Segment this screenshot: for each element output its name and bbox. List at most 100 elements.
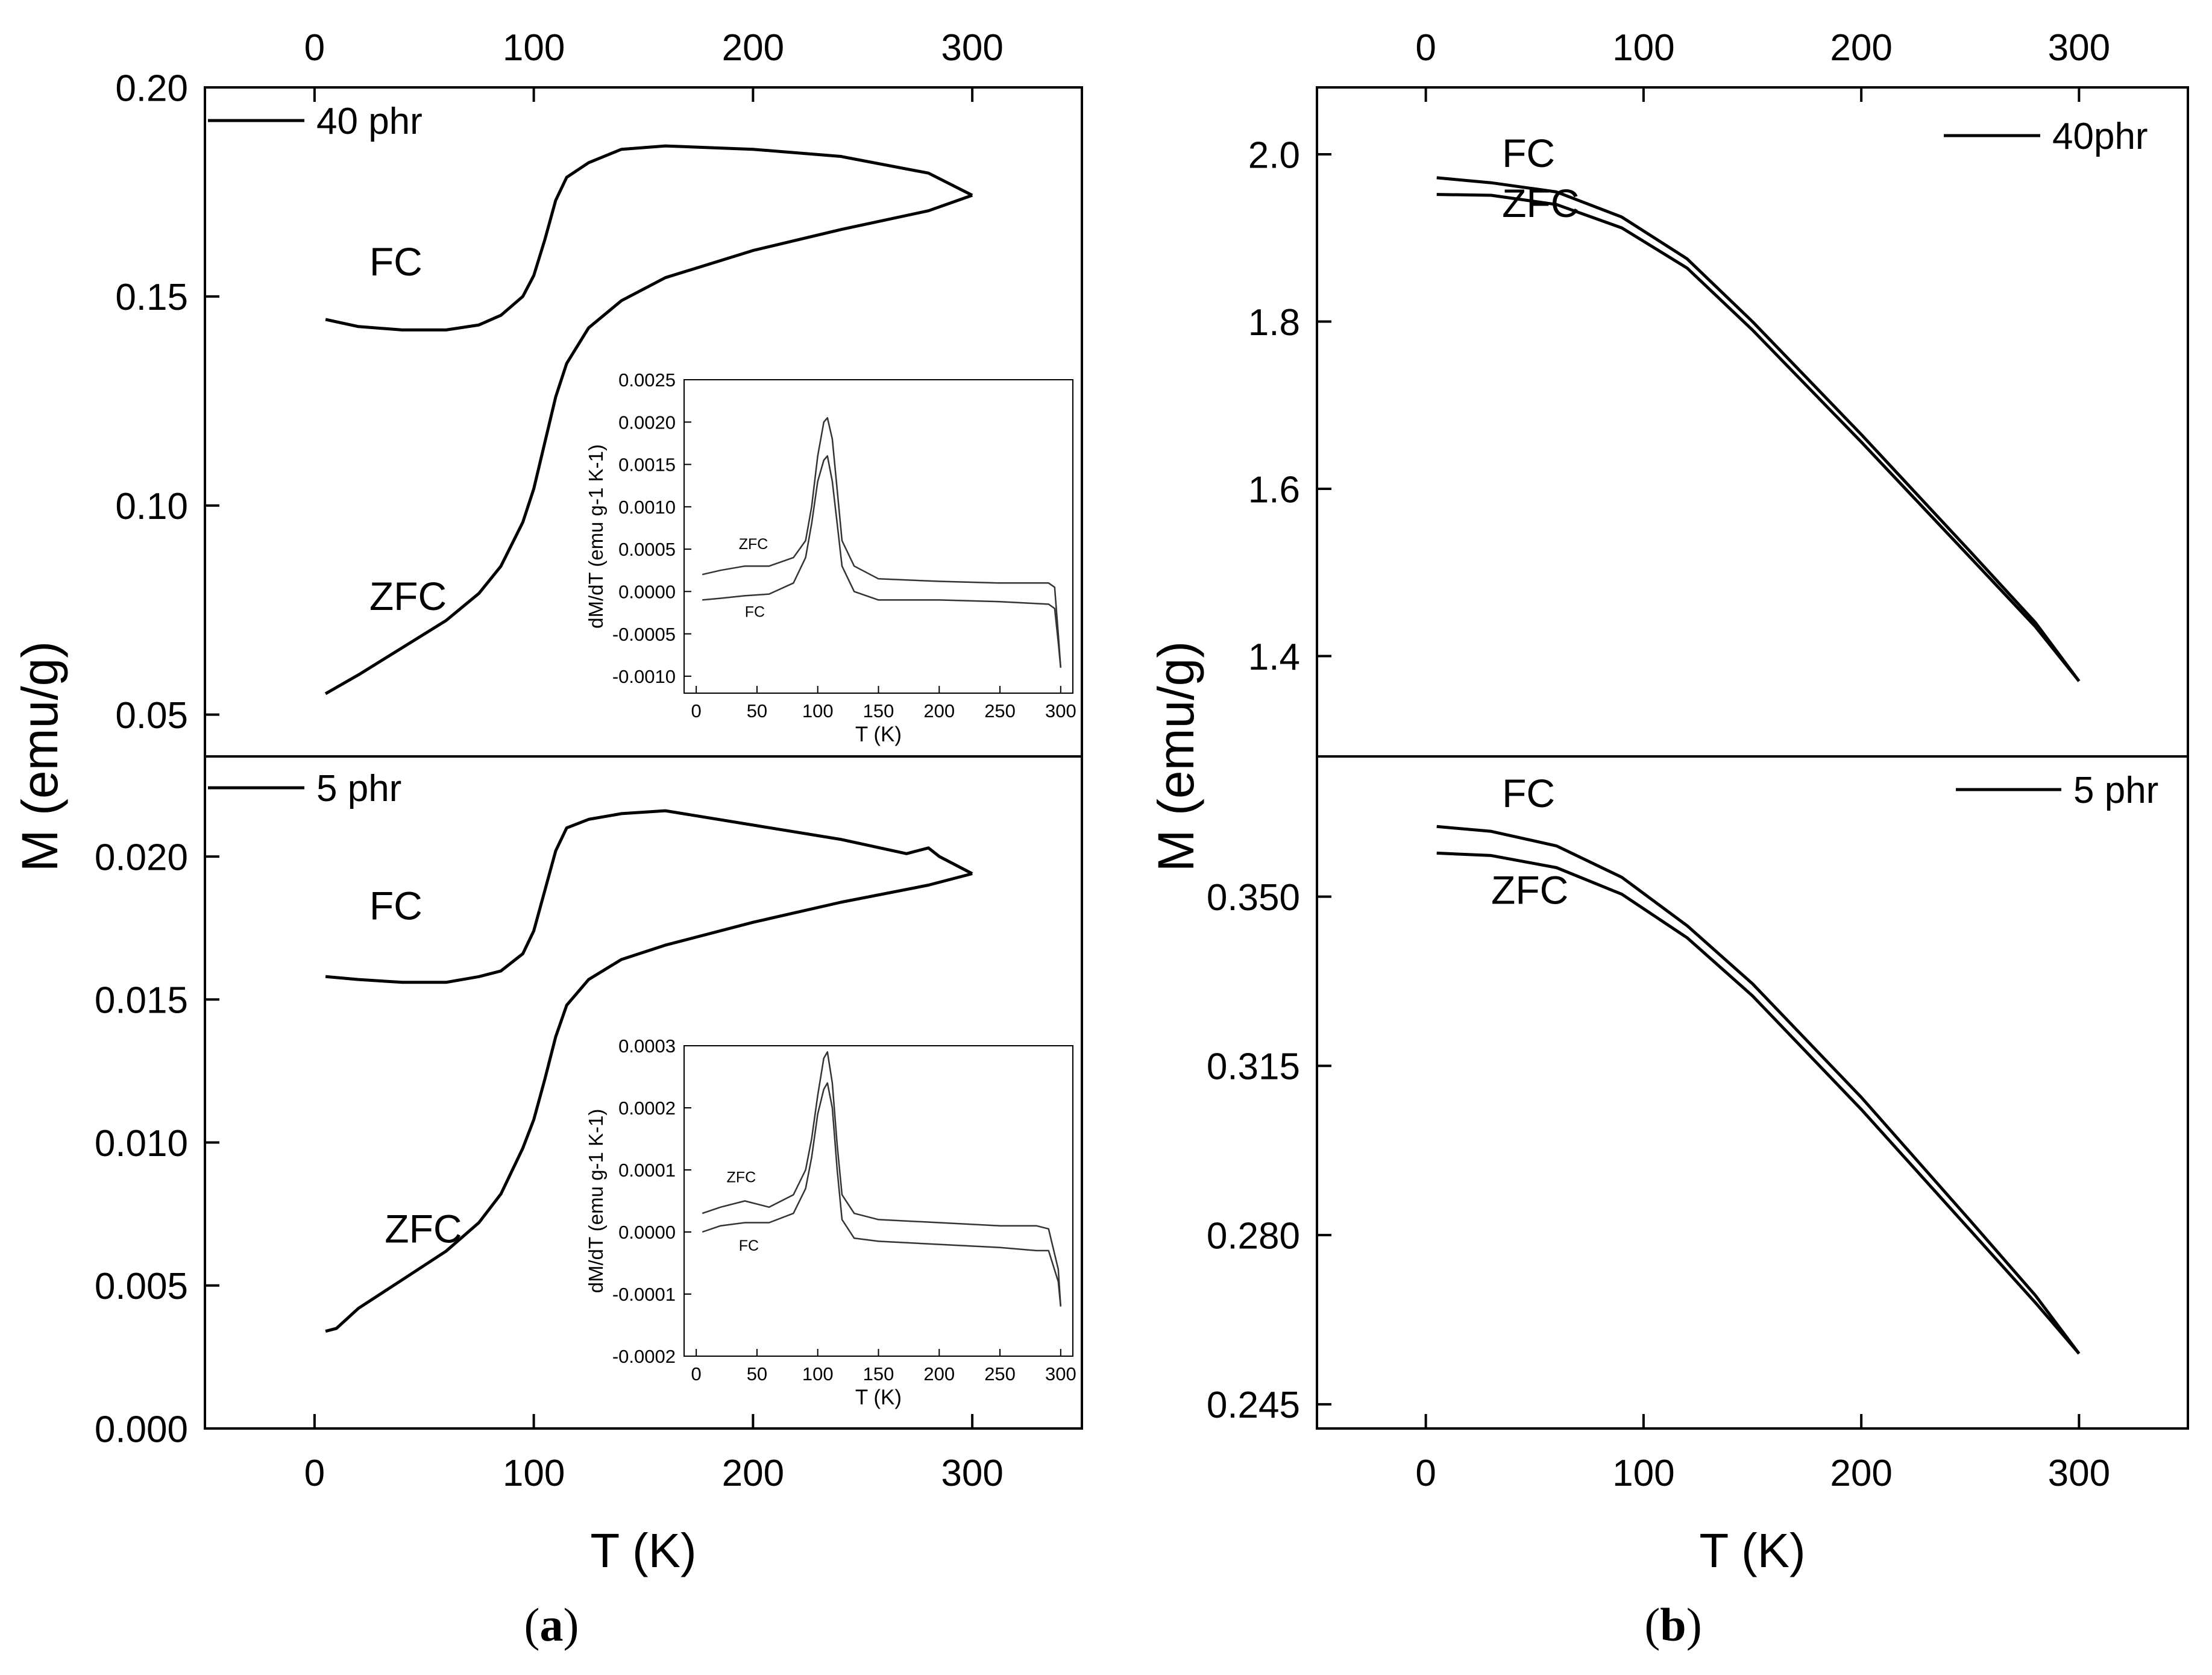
- x-tick-label: 0: [691, 1363, 702, 1384]
- legend-label: 5 phr: [316, 768, 401, 809]
- curve-label-zfc: ZFC: [1491, 868, 1568, 913]
- x-tick-label: 150: [863, 1363, 894, 1384]
- series-zfc-line: [325, 872, 973, 1333]
- legend-label: 40 phr: [316, 101, 423, 142]
- x-tick-label: 150: [863, 700, 894, 721]
- curve-label-fc: FC: [1502, 771, 1555, 816]
- x-tick-label: 100: [802, 700, 834, 721]
- chart-a-top-inset: -0.0010 -0.0005 0.0000 0.0005 0.0010 0.0015 0.…: [585, 369, 1076, 746]
- series-fc-line: [1436, 176, 2081, 682]
- curve-label-fc: FC: [739, 1237, 759, 1254]
- chart-a-top: 0.05 0.10 0.15 0.20 0 100 200 300 FC ZFC 40 phr: [115, 27, 1083, 758]
- top-x-tick-label: 100: [503, 27, 565, 69]
- panel-a-y-axis-label: M (emu/g): [11, 641, 68, 872]
- series-zfc-line: [1436, 851, 2081, 1355]
- x-tick-label: 200: [923, 1363, 955, 1384]
- series-fc-line: [702, 455, 1062, 668]
- inset-background: [684, 1046, 1073, 1356]
- series-zfc-line: [702, 1051, 1062, 1307]
- y-tick-label: 0.245: [1207, 1384, 1300, 1426]
- y-tick-label: -0.0010: [612, 666, 676, 687]
- chart-b-bottom: 0.245 0.280 0.315 0.350 0 100 200 300 T (K) FC ZFC…: [1207, 755, 2189, 1577]
- x-tick-label: 50: [747, 1363, 767, 1384]
- x-axis-label: T (K): [1699, 1524, 1805, 1577]
- curve-label-fc: FC: [745, 604, 765, 621]
- plot-frame: [204, 755, 1083, 1430]
- top-x-tick-label: 100: [1612, 27, 1674, 69]
- y-tick-label: 2.0: [1248, 134, 1300, 176]
- legend-label: 5 phr: [2073, 770, 2158, 811]
- y-tick-label: 0.0003: [618, 1035, 676, 1057]
- plot-frame: [1316, 755, 2189, 1430]
- x-tick-label: 100: [1612, 1453, 1674, 1494]
- series-zfc-line: [702, 416, 1062, 668]
- curve-label-zfc: ZFC: [369, 574, 447, 618]
- y-tick-label: 1.8: [1248, 302, 1300, 344]
- x-tick-label: 100: [802, 1363, 834, 1384]
- y-axis-label: dM/dT (emu g-1 K-1): [585, 1109, 607, 1293]
- y-tick-label: 0.10: [115, 486, 188, 527]
- x-axis-label: T (K): [855, 1386, 902, 1409]
- series-fc-line: [1436, 825, 2081, 1355]
- x-tick-label: 50: [747, 700, 767, 721]
- curve-label-zfc: ZFC: [385, 1207, 462, 1251]
- top-x-tick-label: 0: [304, 27, 325, 69]
- x-axis-label: T (K): [590, 1524, 696, 1577]
- y-tick-label: 0.010: [95, 1123, 188, 1164]
- y-tick-label: 0.015: [95, 980, 188, 1022]
- curve-label-fc: FC: [369, 883, 423, 928]
- y-tick-label: 0.0020: [618, 412, 676, 433]
- top-x-tick-label: 200: [722, 27, 784, 69]
- curve-label-zfc: ZFC: [727, 1169, 756, 1186]
- y-tick-label: 0.0001: [618, 1160, 676, 1181]
- y-tick-label: -0.0005: [612, 624, 676, 645]
- panel-a-caption: (a): [524, 1598, 579, 1651]
- curve-label-zfc: ZFC: [739, 536, 768, 553]
- y-tick-label: 1.4: [1248, 636, 1300, 678]
- series-fc-line: [702, 1082, 1062, 1307]
- x-tick-label: 300: [1045, 1363, 1076, 1384]
- y-tick-label: 0.280: [1207, 1215, 1300, 1257]
- y-tick-label: 0.005: [95, 1266, 188, 1307]
- x-tick-label: 200: [1830, 1453, 1892, 1494]
- panel-b-caption: (b): [1644, 1598, 1701, 1651]
- x-tick-label: 0: [691, 700, 702, 721]
- y-tick-label: 0.0002: [618, 1098, 676, 1119]
- top-x-tick-label: 300: [2048, 27, 2110, 69]
- x-axis-label: T (K): [855, 723, 902, 746]
- top-x-tick-label: 0: [1415, 27, 1436, 69]
- curve-label-fc: FC: [369, 239, 423, 284]
- series-fc-line: [325, 809, 973, 984]
- y-tick-label: 0.15: [115, 277, 188, 318]
- chart-a-bottom: 0.000 0.005 0.010 0.015 0.020 0 100 200 300 T (K)…: [95, 755, 1083, 1577]
- x-tick-label: 200: [923, 700, 955, 721]
- inset-background: [684, 380, 1073, 693]
- x-tick-label: 300: [1045, 700, 1076, 721]
- y-axis-label: dM/dT (emu g-1 K-1): [585, 444, 607, 629]
- chart-a-bottom-inset: -0.0002 -0.0001 0.0000 0.0001 0.0002 0.0003 0 5…: [585, 1035, 1076, 1409]
- series-fc-line: [325, 144, 973, 332]
- y-tick-label: 0.0010: [618, 497, 676, 518]
- x-tick-label: 300: [941, 1453, 1003, 1494]
- x-tick-label: 250: [984, 1363, 1016, 1384]
- top-x-tick-label: 200: [1830, 27, 1892, 69]
- y-tick-label: 0.0005: [618, 539, 676, 560]
- y-tick-label: 0.0000: [618, 1222, 676, 1243]
- y-tick-label: -0.0001: [612, 1284, 676, 1305]
- curve-label-fc: FC: [1502, 131, 1555, 175]
- y-tick-label: 0.000: [95, 1409, 188, 1450]
- legend-label: 40phr: [2052, 116, 2148, 157]
- y-tick-label: -0.0002: [612, 1346, 676, 1367]
- x-tick-label: 100: [503, 1453, 565, 1494]
- y-tick-label: 0.0015: [618, 454, 676, 476]
- y-tick-label: 0.20: [115, 68, 188, 109]
- x-tick-label: 0: [1415, 1453, 1436, 1494]
- x-tick-label: 0: [304, 1453, 325, 1494]
- x-tick-label: 200: [722, 1453, 784, 1494]
- y-tick-label: 0.0000: [618, 582, 676, 603]
- curve-label-zfc: ZFC: [1502, 181, 1579, 225]
- top-x-tick-label: 300: [941, 27, 1003, 69]
- y-tick-label: 0.020: [95, 837, 188, 878]
- x-tick-label: 300: [2048, 1453, 2110, 1494]
